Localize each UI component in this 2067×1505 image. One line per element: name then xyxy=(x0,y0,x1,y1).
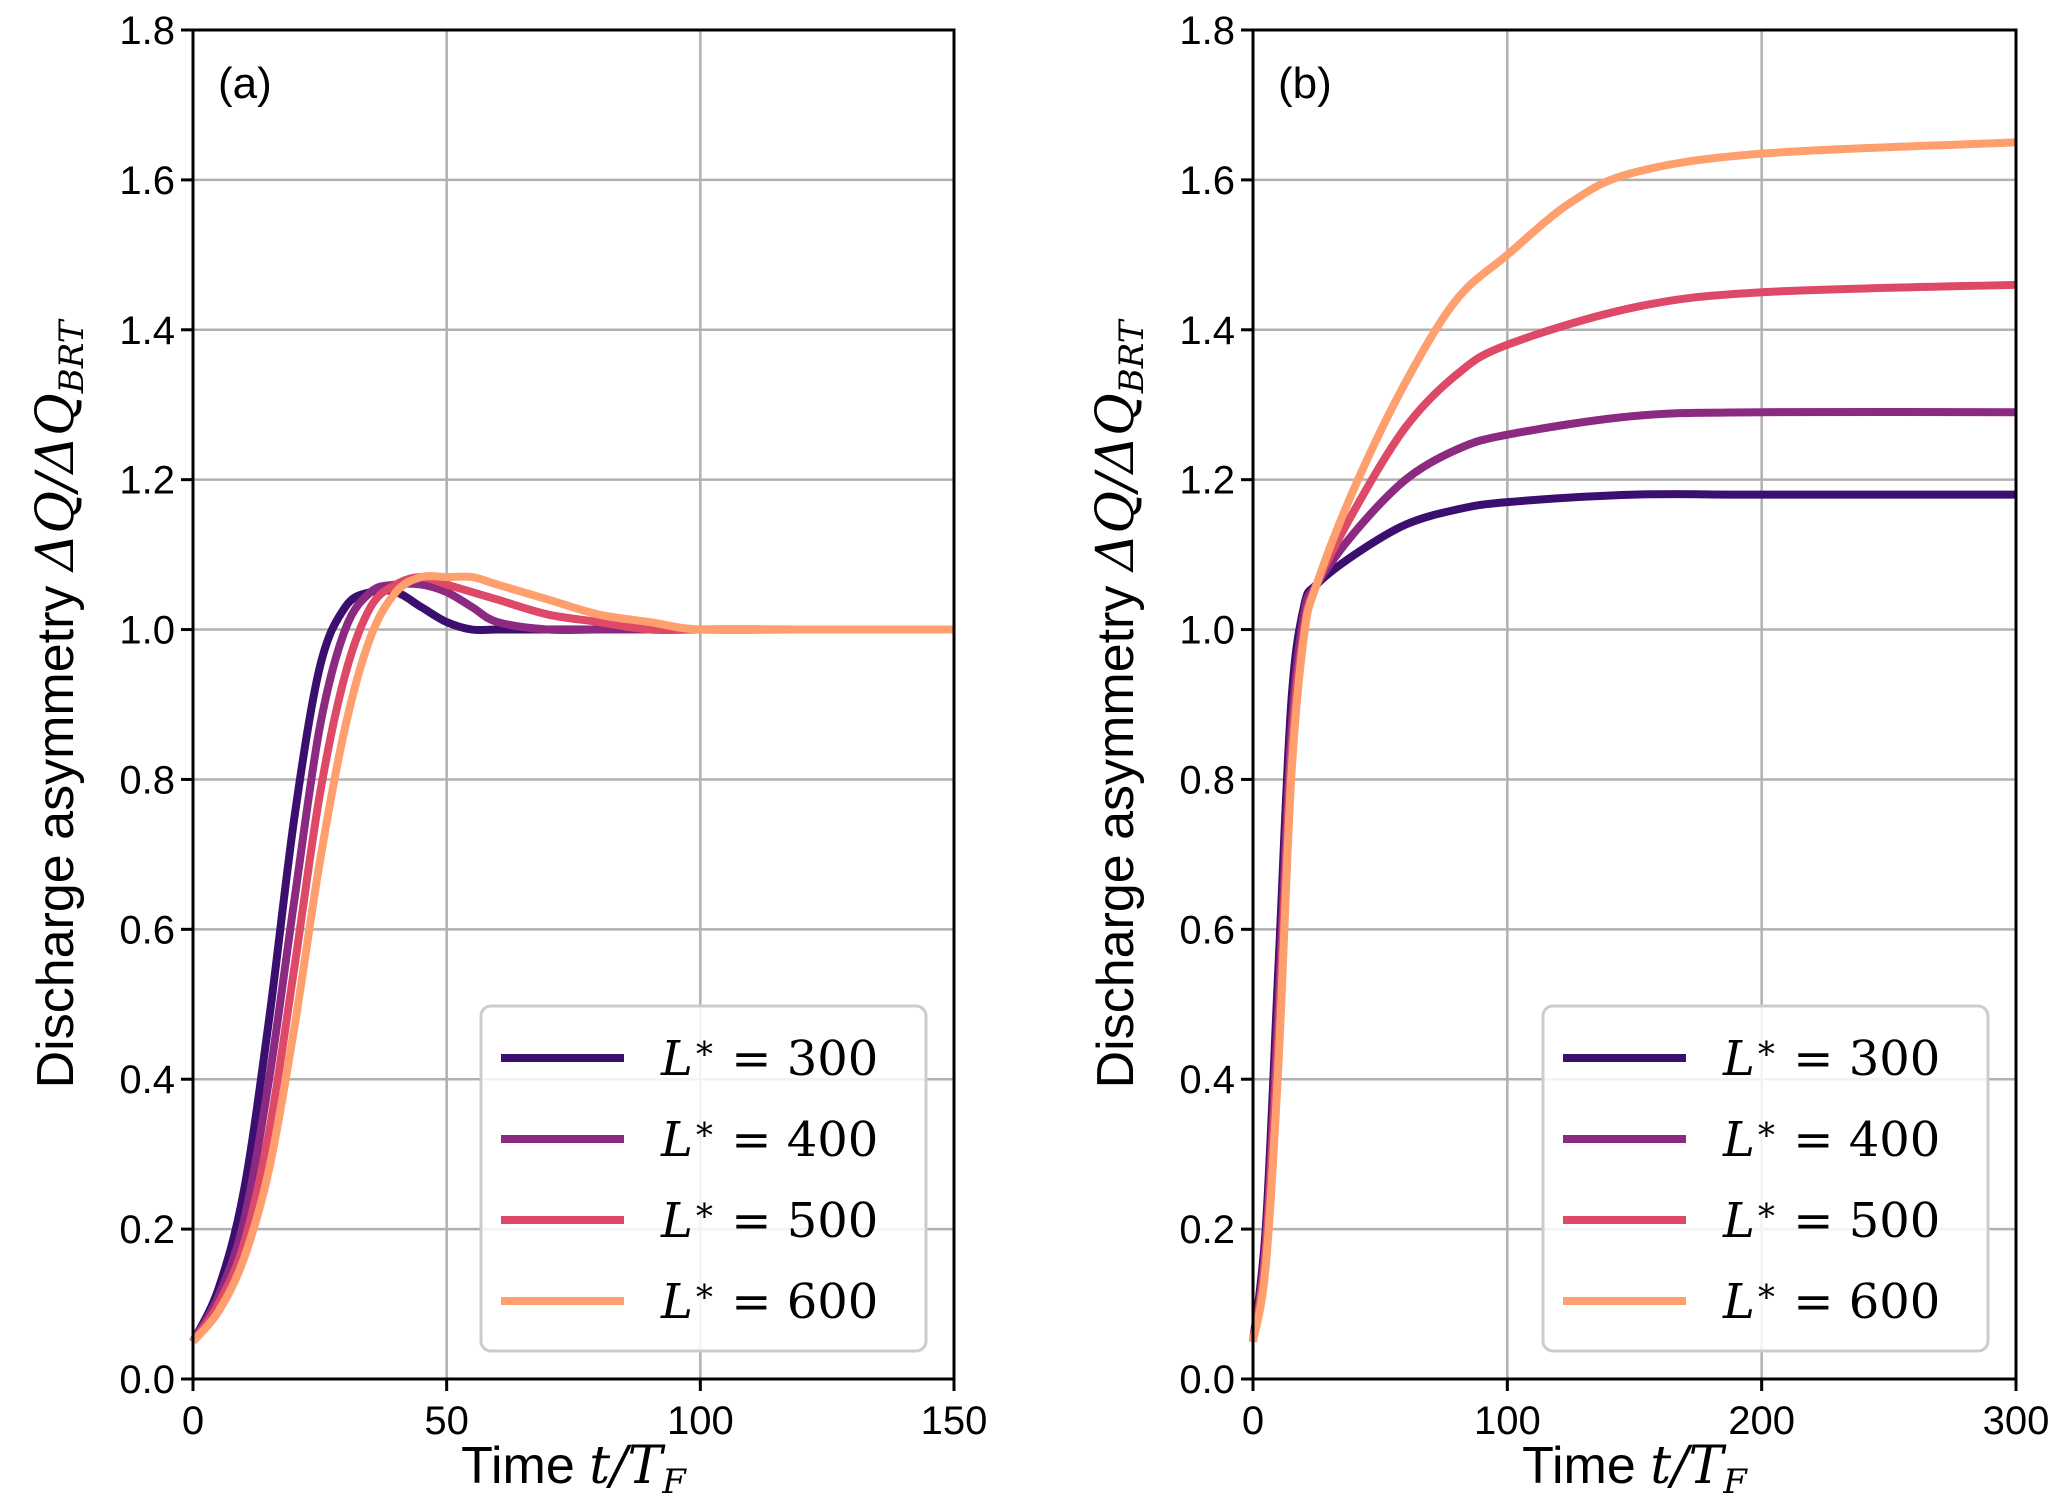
y-tick-label: 1.0 xyxy=(119,609,175,653)
y-tick-label: 0.2 xyxy=(119,1208,175,1252)
legend-box xyxy=(1541,1004,1990,1353)
y-tick-label: 0.0 xyxy=(119,1358,175,1402)
y-tick-label: 0.6 xyxy=(1179,908,1235,952)
x-tick-label: 100 xyxy=(1474,1399,1541,1443)
axes-frame xyxy=(191,28,956,1381)
x-tick-label: 0 xyxy=(1242,1399,1264,1443)
y-tick-label: 0.6 xyxy=(119,908,175,952)
x-tick-label: 300 xyxy=(1983,1399,2050,1443)
legend-label: L∗ = 500 xyxy=(1722,1190,1940,1249)
legend-label: L∗ = 500 xyxy=(660,1190,878,1249)
y-tick-label: 1.4 xyxy=(119,309,175,353)
x-tick-label: 0 xyxy=(182,1399,204,1443)
y-tick-label: 1.8 xyxy=(1179,9,1235,53)
x-tick-label: 50 xyxy=(424,1399,469,1443)
legend-label: L∗ = 300 xyxy=(660,1028,878,1087)
x-tick-label: 100 xyxy=(667,1399,734,1443)
series-line-L600 xyxy=(189,571,954,1345)
panel-b: 0 100 200 300 0.0 0.2 0.4 0.6 0.8 1.0 1.2 1.4 1.6 1.8… xyxy=(1086,9,2049,1502)
y-tick-label: 1.8 xyxy=(119,9,175,53)
y-axis-label: Discharge asymmetry ΔQ/ΔQBRT xyxy=(26,318,92,1088)
x-tick-label: 200 xyxy=(1728,1399,1795,1443)
y-tick-label: 0.2 xyxy=(1179,1208,1235,1252)
y-tick-label: 1.6 xyxy=(119,159,175,203)
legend-label: L∗ = 600 xyxy=(1722,1271,1940,1330)
y-tick-label: 0.4 xyxy=(1179,1058,1235,1102)
panel-label: (a) xyxy=(218,59,272,108)
y-tick-label: 1.2 xyxy=(1179,459,1235,503)
y-tick-label: 1.6 xyxy=(1179,159,1235,203)
y-tick-label: 0.8 xyxy=(119,758,175,802)
y-tick-label: 1.4 xyxy=(1179,309,1235,353)
y-tick-label: 0.0 xyxy=(1179,1358,1235,1402)
legend-label: L∗ = 400 xyxy=(1722,1109,1940,1168)
panel-label: (b) xyxy=(1278,59,1332,108)
y-tick-label: 1.2 xyxy=(119,459,175,503)
y-tick-label: 0.4 xyxy=(119,1058,175,1102)
y-tick-label: 0.8 xyxy=(1179,758,1235,802)
x-axis-label: Time t/TF xyxy=(1522,1436,1748,1502)
axes-frame xyxy=(1251,28,2018,1381)
legend: L∗ = 300 L∗ = 400 L∗ = 500 L∗ = 600 xyxy=(479,1004,928,1353)
series-line-L600 xyxy=(1249,138,2017,1343)
x-axis-label: Time t/TF xyxy=(461,1436,687,1502)
y-axis-label: Discharge asymmetry ΔQ/ΔQBRT xyxy=(1086,318,1152,1088)
legend-label: L∗ = 600 xyxy=(660,1271,878,1330)
legend-label: L∗ = 400 xyxy=(660,1109,878,1168)
y-tick-label: 1.0 xyxy=(1179,609,1235,653)
x-tick-label: 150 xyxy=(921,1399,988,1443)
panel-a: 0 50 100 150 0.0 0.2 0.4 0.6 0.8 1.0 1.2 1.4 1.6 1.8 (… xyxy=(26,9,987,1502)
legend: L∗ = 300 L∗ = 400 L∗ = 500 L∗ = 600 xyxy=(1541,1004,1990,1353)
legend-label: L∗ = 300 xyxy=(1722,1028,1940,1087)
legend-box xyxy=(479,1004,928,1353)
